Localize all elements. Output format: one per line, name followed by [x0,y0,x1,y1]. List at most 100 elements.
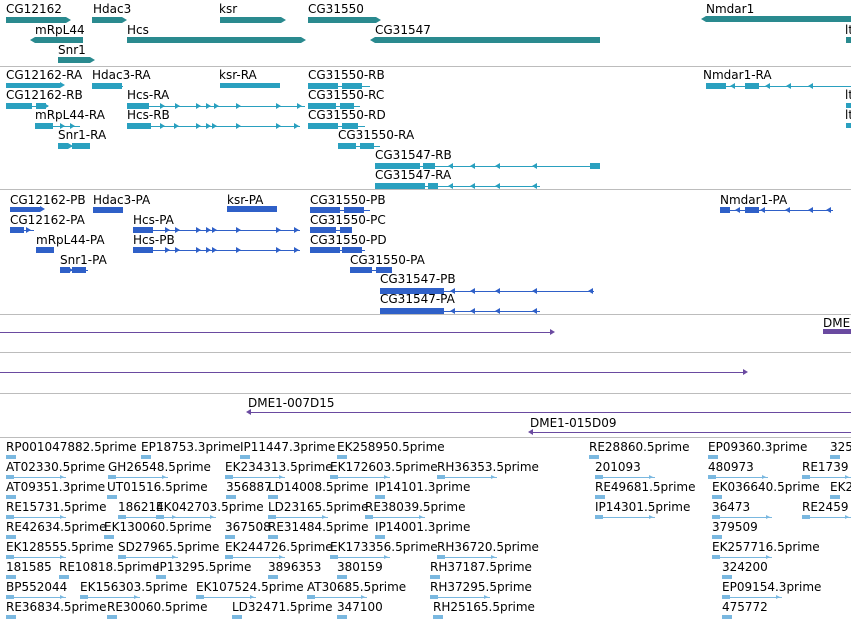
exon-block[interactable] [93,207,123,213]
est-feature[interactable] [708,475,716,479]
exon-block[interactable] [35,123,53,129]
est-feature[interactable] [802,475,810,479]
est-feature[interactable] [107,615,117,619]
est-feature[interactable] [712,495,722,499]
exon-block[interactable] [423,163,435,169]
exon-block[interactable] [706,83,726,89]
est-feature[interactable] [108,475,116,479]
exon-block[interactable] [72,267,86,273]
est-feature[interactable] [712,515,720,519]
gene-feature[interactable] [308,17,376,23]
est-feature[interactable] [225,555,233,559]
exon-block[interactable] [60,267,70,273]
exon-block[interactable] [127,123,151,129]
est-feature[interactable] [268,575,278,579]
exon-block[interactable] [10,207,40,212]
est-feature[interactable] [6,595,14,599]
est-feature[interactable] [722,575,732,579]
est-feature[interactable] [307,595,315,599]
est-feature[interactable] [104,535,114,539]
gene-feature[interactable] [58,57,90,63]
exon-block[interactable] [127,103,149,109]
est-feature[interactable] [589,455,599,459]
exon-block[interactable] [400,163,420,169]
exon-block[interactable] [342,83,362,89]
est-feature[interactable] [375,495,385,499]
est-feature[interactable] [430,595,438,599]
est-feature[interactable] [595,495,605,499]
exon-block[interactable] [405,183,425,189]
est-feature[interactable] [156,575,166,579]
exon-block[interactable] [6,83,60,88]
exon-block[interactable] [350,267,372,273]
est-feature[interactable] [6,455,16,459]
est-feature[interactable] [156,515,164,519]
est-feature[interactable] [6,535,16,539]
est-feature[interactable] [225,475,233,479]
exon-block[interactable] [308,123,338,129]
est-feature[interactable] [232,615,242,619]
exon-block[interactable] [380,308,420,314]
est-feature[interactable] [595,515,603,519]
exon-block[interactable] [58,143,68,149]
exon-block[interactable] [338,143,356,149]
est-feature[interactable] [437,475,445,479]
est-feature[interactable] [430,575,440,579]
est-feature[interactable] [6,495,16,499]
est-feature[interactable] [712,555,720,559]
est-feature[interactable] [268,535,278,539]
exon-block[interactable] [36,247,54,253]
exon-block[interactable] [745,207,759,213]
exon-block[interactable] [375,163,415,169]
exon-block[interactable] [376,267,392,273]
exon-block[interactable] [310,247,340,253]
est-feature[interactable] [240,455,250,459]
gene-feature[interactable] [92,17,122,23]
exon-block[interactable] [92,83,122,89]
exon-block[interactable] [133,247,153,253]
exon-block[interactable] [360,143,374,149]
est-feature[interactable] [830,455,840,459]
exon-block[interactable] [6,103,32,109]
est-feature[interactable] [830,495,840,499]
est-feature[interactable] [6,555,14,559]
est-feature[interactable] [802,515,810,519]
est-feature[interactable] [433,615,443,619]
est-feature[interactable] [722,615,732,619]
est-feature[interactable] [226,495,236,499]
clone-feature[interactable] [823,329,851,334]
exon-block[interactable] [342,123,358,129]
exon-block[interactable] [344,207,364,213]
est-feature[interactable] [337,615,347,619]
exon-block[interactable] [846,123,851,128]
exon-block[interactable] [310,227,336,233]
est-feature[interactable] [268,515,276,519]
est-feature[interactable] [118,555,126,559]
est-feature[interactable] [80,595,88,599]
est-feature[interactable] [225,535,235,539]
exon-block[interactable] [308,83,338,89]
est-feature[interactable] [595,475,603,479]
est-feature[interactable] [337,455,347,459]
exon-block[interactable] [310,207,340,213]
exon-block[interactable] [410,288,430,294]
exon-block[interactable] [380,288,420,294]
est-feature[interactable] [712,535,722,539]
exon-block[interactable] [227,206,277,212]
est-feature[interactable] [437,555,445,559]
est-feature[interactable] [196,595,204,599]
est-feature[interactable] [6,515,14,519]
est-feature[interactable] [708,455,718,459]
est-feature[interactable] [118,515,126,519]
gene-feature[interactable] [706,16,851,22]
gene-feature[interactable] [6,17,66,23]
exon-block[interactable] [340,227,352,233]
exon-block[interactable] [342,247,362,253]
est-feature[interactable] [365,515,373,519]
exon-block[interactable] [590,163,600,169]
est-feature[interactable] [722,595,730,599]
exon-block[interactable] [220,83,280,88]
est-feature[interactable] [337,575,347,579]
exon-block[interactable] [410,308,430,314]
